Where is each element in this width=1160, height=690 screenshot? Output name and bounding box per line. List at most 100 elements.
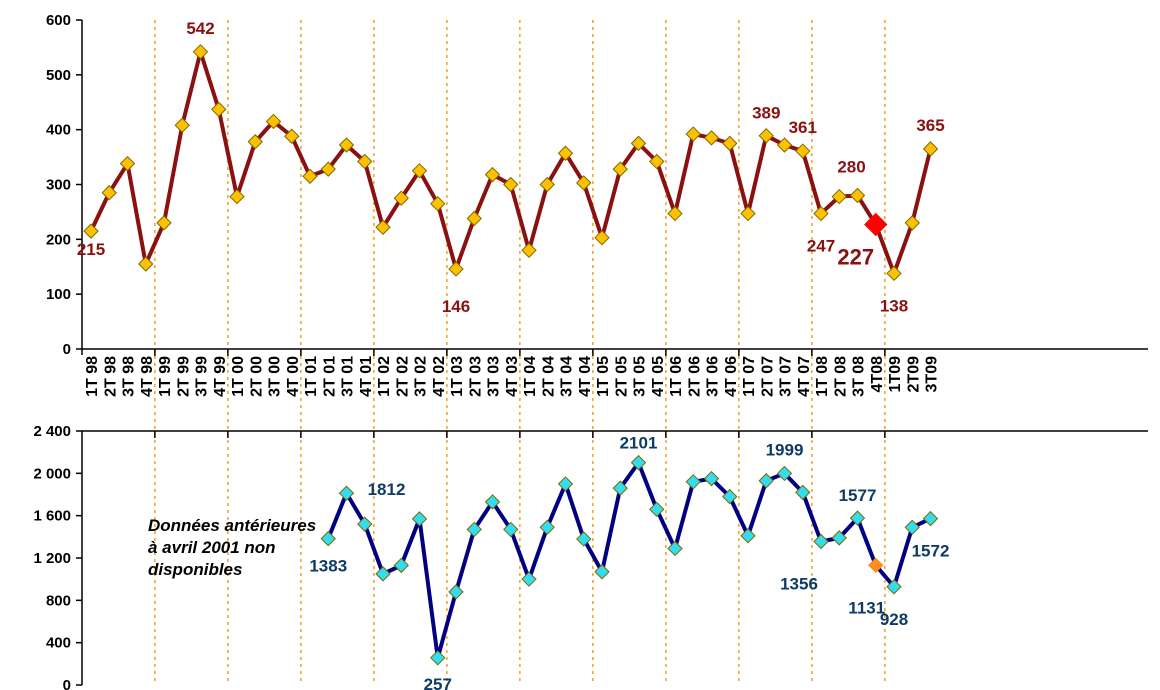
upper-y-tick-label: 300 (46, 177, 71, 194)
x-tick-label: 2T 01 (321, 356, 338, 397)
upper-data-point (503, 176, 519, 193)
x-tick-label: 1T 98 (84, 356, 101, 397)
x-tick-label: 4T08 (869, 356, 886, 393)
lower-data-point (904, 519, 920, 536)
x-tick-label: 3T 05 (632, 356, 649, 397)
upper-data-point (357, 153, 373, 170)
lower-data-point (758, 473, 774, 489)
x-tick-label: 4T 02 (431, 356, 448, 397)
upper-data-point (320, 161, 336, 177)
upper-series (83, 44, 939, 282)
x-tick-label: 4T 06 (723, 356, 740, 397)
x-tick-label: 3T 00 (267, 356, 284, 397)
lower-data-label: 1999 (766, 440, 804, 459)
upper-data-label: 247 (807, 237, 835, 256)
upper-data-point (174, 117, 190, 133)
upper-data-point (302, 168, 318, 184)
upper-data-point (211, 101, 227, 118)
lower-data-point (630, 454, 647, 471)
x-tick-label: 4T 00 (285, 356, 302, 397)
lower-data-label: 2101 (620, 434, 658, 453)
x-tick-label: 2T 99 (175, 356, 192, 397)
lower-data-label: 257 (424, 675, 452, 690)
axes (76, 19, 1148, 686)
upper-data-point (430, 195, 446, 212)
x-tick-label: 4T 04 (577, 356, 594, 397)
upper-data-point (758, 127, 774, 144)
upper-y-tick-label: 600 (46, 12, 71, 29)
lower-data-point (649, 501, 665, 518)
x-tick-label: 3T 99 (194, 356, 211, 397)
upper-data-point (776, 137, 793, 153)
upper-data-label: 215 (77, 240, 105, 259)
x-tick-label: 1T 05 (595, 356, 612, 397)
upper-y-tick-label: 500 (46, 67, 71, 84)
lower-data-point (411, 511, 428, 527)
lower-data-label: 1356 (780, 574, 818, 593)
upper-data-label: 389 (752, 104, 780, 123)
upper-y-tick-label: 200 (46, 231, 71, 248)
x-tick-label: 3T 07 (778, 356, 795, 397)
x-tick-label: 3T 98 (121, 356, 138, 397)
upper-data-point (192, 44, 209, 60)
lower-data-point (539, 519, 555, 536)
upper-data-point (740, 205, 756, 222)
x-tick-label: 4T 01 (358, 356, 375, 397)
x-tick-label: 1T 07 (741, 356, 758, 397)
x-tick-label: 1T09 (887, 356, 904, 393)
lower-data-point (448, 584, 464, 600)
x-tick-label: 2T 08 (832, 356, 849, 397)
lower-y-tick-label: 1 600 (33, 508, 71, 525)
lower-data-point (667, 540, 683, 557)
upper-data-point (685, 126, 701, 142)
x-tick-label: 2T 00 (248, 356, 265, 397)
x-tick-label: 4T 99 (212, 356, 229, 397)
upper-data-point (119, 155, 136, 172)
upper-data-point (338, 137, 355, 153)
upper-data-point (466, 210, 482, 227)
upper-data-point (448, 261, 464, 277)
upper-data-point (649, 153, 665, 170)
upper-data-point (703, 130, 720, 146)
upper-data-point (83, 223, 99, 239)
x-tick-label: 4T 07 (796, 356, 813, 397)
data-labels: 215 542 146 389 361 247 280 227 138 365 1383 1812 25… (77, 19, 950, 690)
unavailable-data-note: Données antérieures à avril 2001 non dis… (148, 516, 317, 579)
x-tick-label: 4T 98 (139, 356, 156, 397)
lower-data-label: 928 (880, 610, 908, 629)
upper-y-tick-label: 0 (63, 341, 71, 358)
upper-highlight-point (864, 212, 888, 237)
lower-data-label: 1383 (309, 557, 347, 576)
upper-data-point (795, 143, 811, 159)
lower-data-label: 1812 (368, 480, 406, 499)
lower-data-point (521, 571, 537, 587)
x-tick-label: 3T 01 (340, 356, 357, 397)
lower-data-point (849, 510, 866, 526)
x-tick-label: 1T 02 (376, 356, 393, 397)
x-tick-label: 4T 05 (650, 356, 667, 397)
lower-y-tick-label: 2 400 (33, 423, 71, 440)
lower-data-point (795, 484, 811, 501)
upper-data-point (886, 265, 902, 282)
upper-data-point (849, 187, 866, 204)
upper-data-point (904, 215, 920, 231)
x-tick-label: 3T 04 (559, 356, 576, 397)
x-tick-label: 1T 01 (303, 356, 320, 397)
lower-data-point (722, 488, 738, 505)
x-tick-label: 3T 08 (851, 356, 868, 397)
lower-data-point (357, 516, 373, 532)
upper-data-point (101, 185, 117, 201)
lower-data-label: 1572 (912, 542, 950, 561)
lower-y-tick-label: 0 (63, 677, 71, 690)
lower-data-point (557, 476, 574, 492)
upper-data-label: 146 (442, 297, 470, 316)
upper-data-label: 365 (916, 116, 944, 135)
x-tick-label: 4T 03 (504, 356, 521, 397)
lower-data-point (886, 579, 902, 595)
upper-data-point (630, 135, 647, 152)
upper-data-point (667, 205, 683, 222)
upper-data-point (576, 175, 592, 191)
lower-data-point (430, 650, 446, 666)
upper-data-point (831, 188, 847, 205)
x-tick-label: 1T 00 (230, 356, 247, 397)
